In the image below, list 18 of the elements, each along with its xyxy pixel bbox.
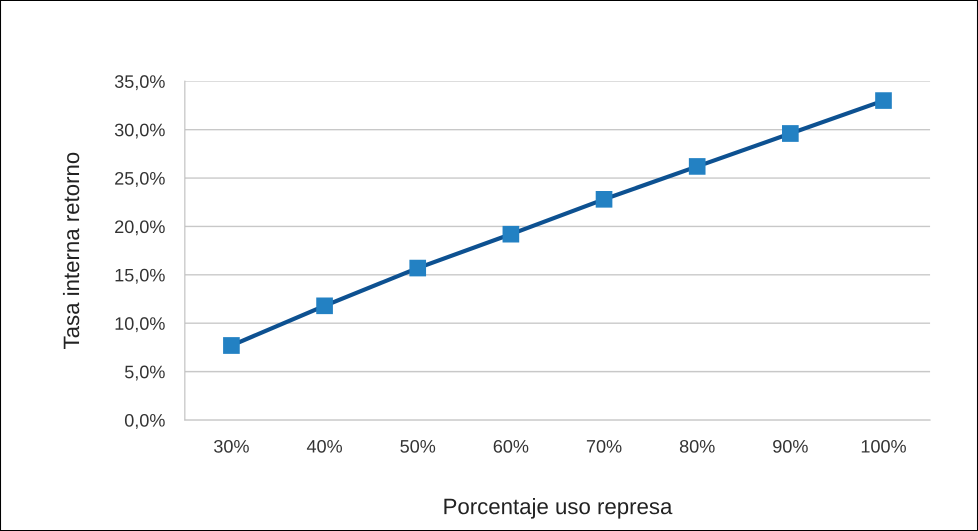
x-tick-label: 40% xyxy=(306,440,342,453)
y-tick-label: 20,0% xyxy=(115,220,165,236)
x-tick-label: 60% xyxy=(494,440,528,453)
y-tick-label: 25,0% xyxy=(115,172,165,187)
x-tick-label: 70% xyxy=(586,440,622,453)
x-tick-label: 80% xyxy=(680,440,715,453)
x-tick-label: 100% xyxy=(862,440,906,453)
y-tick-label: 30,0% xyxy=(114,124,165,138)
y-tick-label: 5,0% xyxy=(124,366,165,380)
x-tick-label: 30% xyxy=(214,440,249,453)
y-tick-label: 35,0% xyxy=(114,75,165,90)
y-tick-label: 10,0% xyxy=(116,317,165,332)
x-tick-label: 50% xyxy=(400,440,436,453)
x-axis-title: Porcentaje uso represa xyxy=(444,498,672,519)
y-axis-title: Tasa interna retorno xyxy=(62,152,80,349)
x-tick-label: 90% xyxy=(773,440,808,453)
y-tick-label: 0,0% xyxy=(124,414,165,429)
y-tick-label: 15,0% xyxy=(116,268,165,284)
